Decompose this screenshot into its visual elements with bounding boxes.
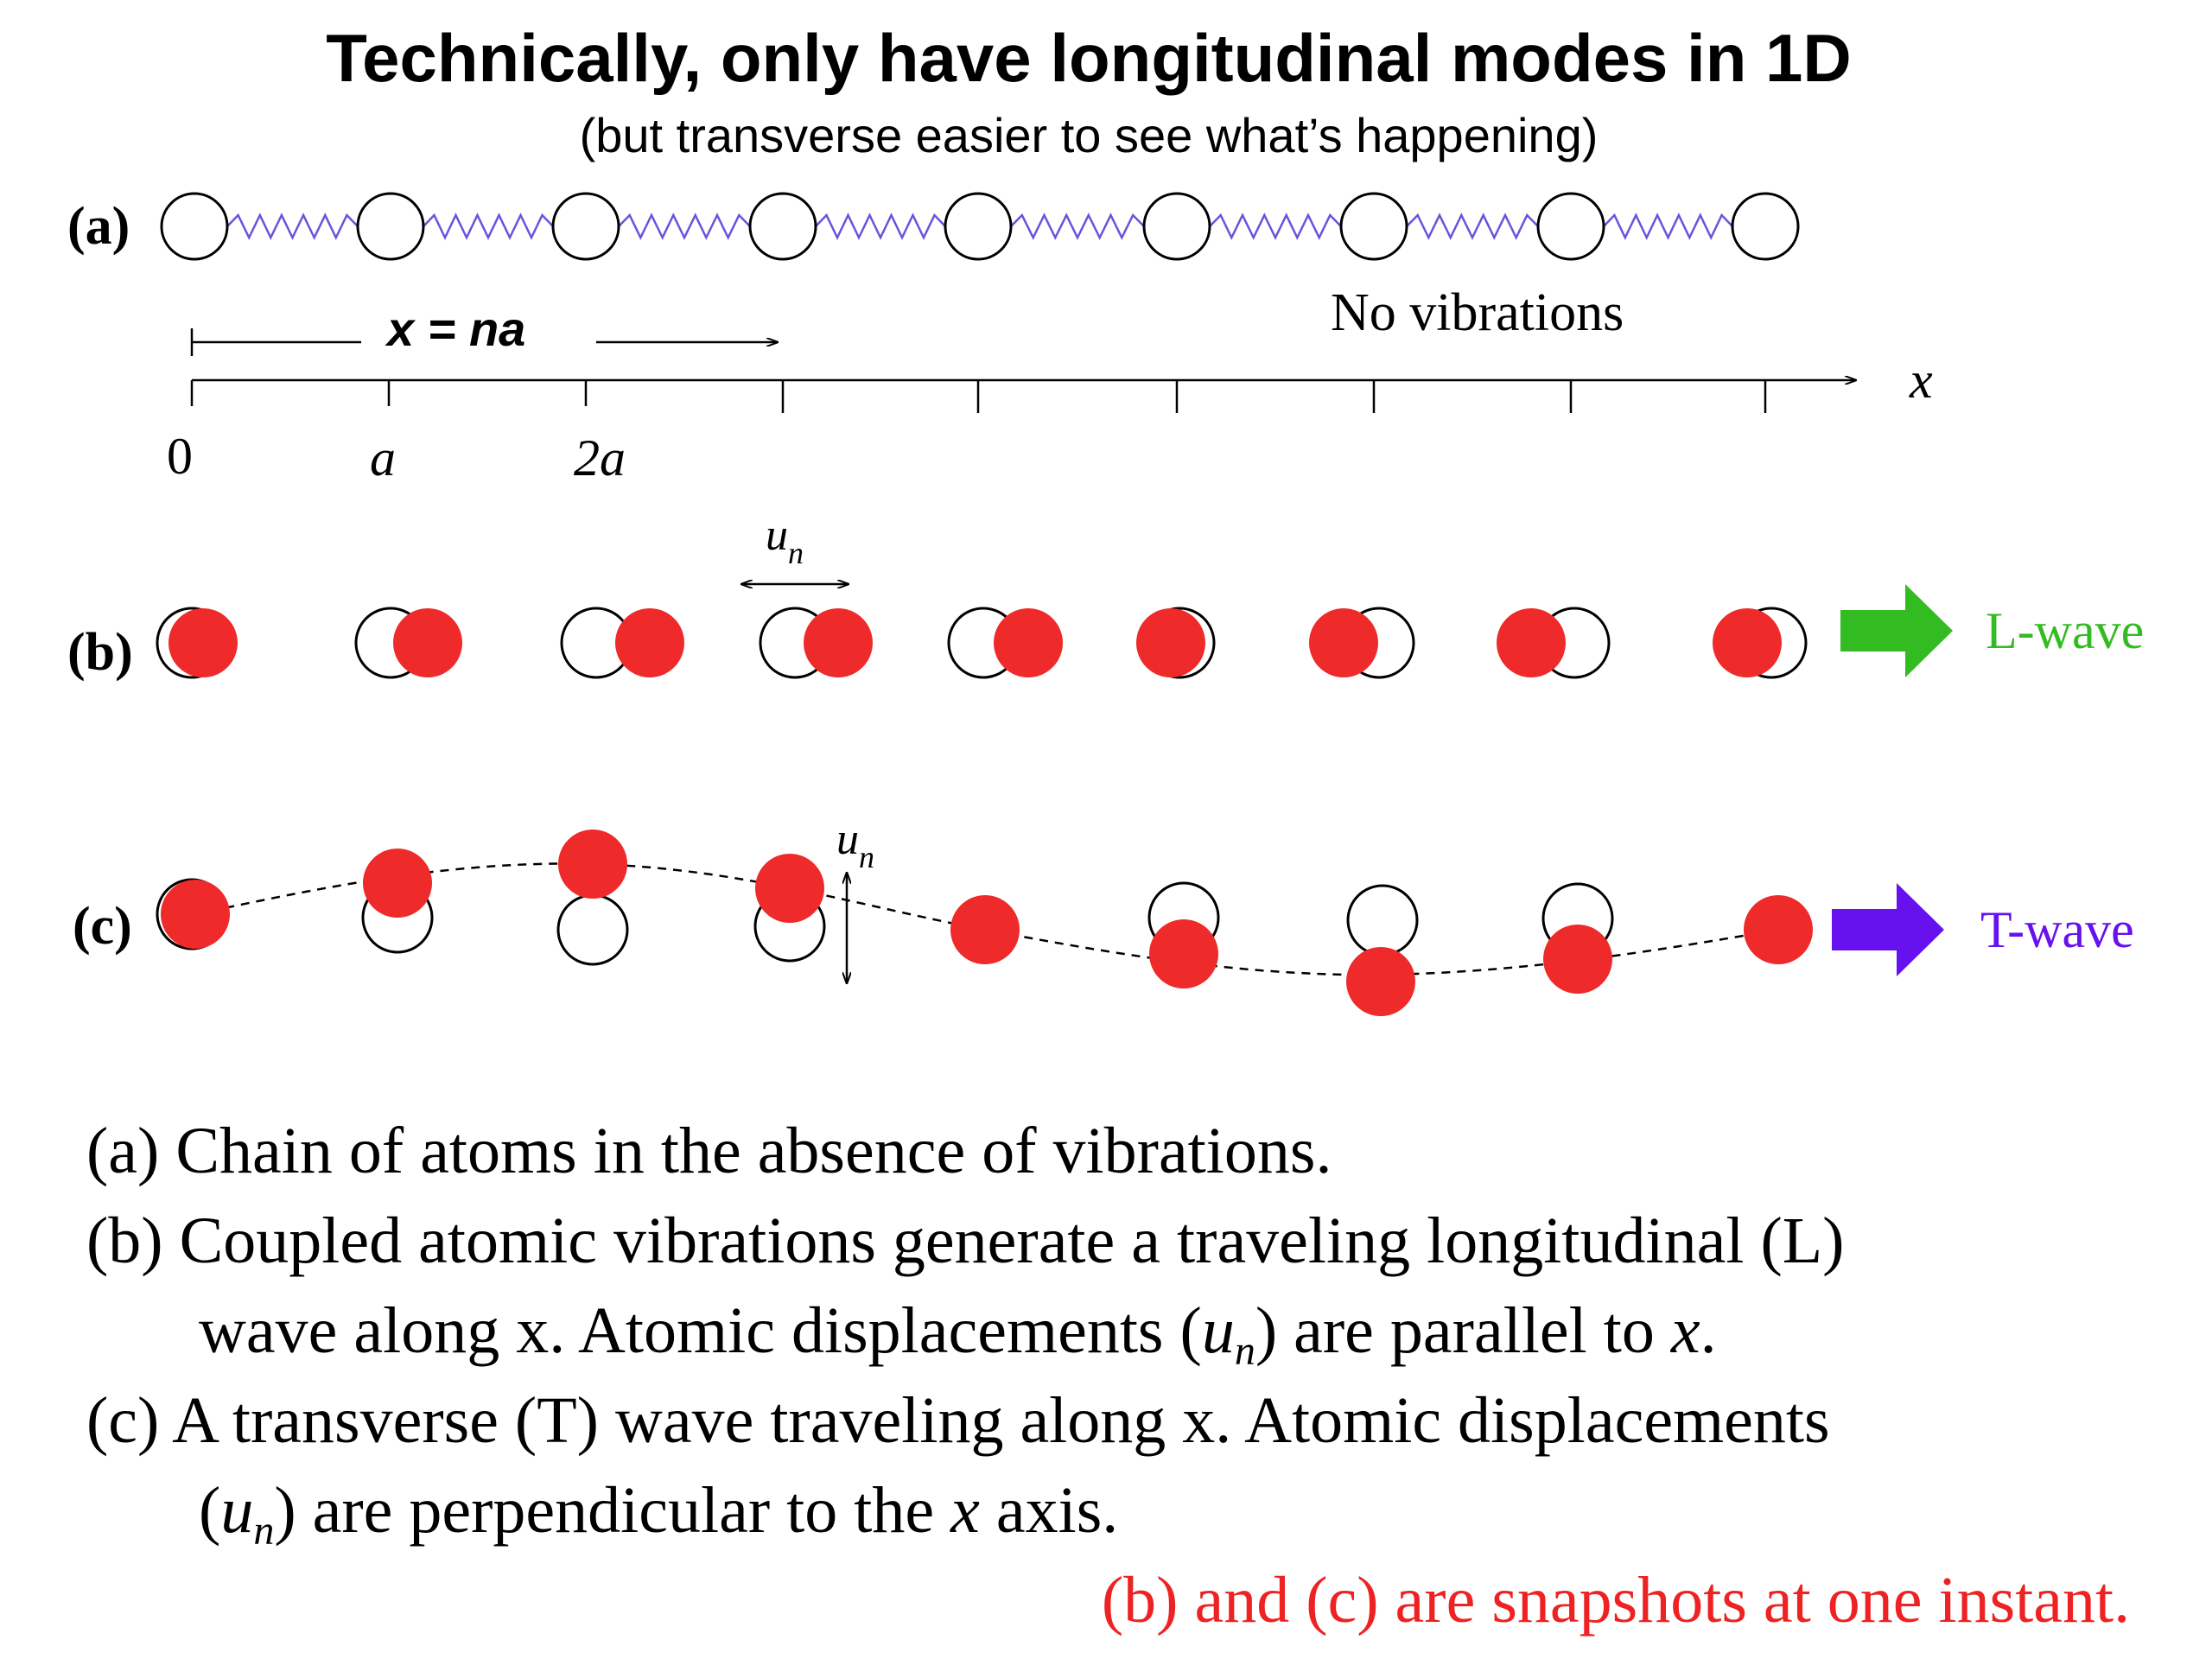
atom-displaced bbox=[558, 830, 627, 899]
atom-displaced bbox=[1346, 947, 1415, 1016]
atom-displaced bbox=[393, 608, 462, 677]
caption-note: (b) and (c) are snapshots at one instant… bbox=[1101, 1564, 2131, 1637]
spring bbox=[423, 213, 554, 240]
atom-equilibrium bbox=[160, 192, 229, 261]
atom-displaced bbox=[1136, 608, 1205, 677]
spring bbox=[1010, 213, 1145, 240]
atom-displaced bbox=[755, 854, 824, 923]
caption-a: (a) Chain of atoms in the absence of vib… bbox=[86, 1115, 1332, 1187]
atom-displaced bbox=[1713, 608, 1782, 677]
b-displacement-label: un bbox=[766, 511, 804, 570]
atom-displaced bbox=[1543, 925, 1612, 994]
atom-displaced bbox=[950, 895, 1020, 964]
position-formula: x = na bbox=[385, 302, 525, 356]
tick-label-2a: 2a bbox=[574, 429, 626, 486]
atom-displaced bbox=[1497, 608, 1566, 677]
tick-label-a: a bbox=[370, 429, 396, 486]
x-axis-label: x bbox=[1909, 352, 1933, 409]
t-wave-arrow-icon bbox=[1832, 883, 1944, 976]
atom-displaced bbox=[615, 608, 684, 677]
atom-equilibrium bbox=[556, 893, 629, 966]
slide-subtitle: (but transverse easier to see what’s hap… bbox=[579, 108, 1599, 162]
c-displacement-label: un bbox=[836, 815, 874, 874]
l-wave-label: L-wave bbox=[1986, 602, 2144, 659]
spring bbox=[1406, 213, 1539, 240]
atom-equilibrium bbox=[1346, 884, 1419, 957]
chain-b bbox=[156, 607, 1808, 679]
caption-c-line2: (un) are perpendicular to the x axis. bbox=[199, 1474, 1119, 1554]
atom-displaced bbox=[1744, 895, 1813, 964]
caption-b-line2: wave along x. Atomic displacements (un) … bbox=[199, 1294, 1717, 1374]
atom-equilibrium bbox=[1142, 192, 1211, 261]
atom-equilibrium bbox=[1731, 192, 1800, 261]
atom-equilibrium bbox=[356, 192, 425, 261]
caption-c-line1: (c) A transverse (T) wave traveling alon… bbox=[86, 1384, 1830, 1457]
spring bbox=[1603, 213, 1733, 240]
spring bbox=[1209, 213, 1342, 240]
caption-b-line1: (b) Coupled atomic vibrations generate a… bbox=[86, 1205, 1845, 1277]
atom-equilibrium bbox=[748, 192, 817, 261]
panel-c-label: (c) bbox=[73, 897, 132, 956]
x-axis-ticks bbox=[190, 380, 1767, 413]
atom-equilibrium bbox=[944, 192, 1013, 261]
atom-displaced bbox=[994, 608, 1063, 677]
atom-displaced bbox=[168, 608, 238, 677]
panel-b-label: (b) bbox=[67, 623, 133, 682]
spring bbox=[226, 213, 359, 240]
atom-displaced bbox=[1149, 919, 1218, 988]
atom-displaced bbox=[363, 849, 432, 918]
atom-displaced bbox=[1309, 608, 1378, 677]
slide-title: Technically, only have longitudinal mode… bbox=[326, 20, 1852, 96]
panel-a-label: (a) bbox=[67, 197, 130, 256]
atom-displaced bbox=[804, 608, 873, 677]
no-vibrations-label: No vibrations bbox=[1331, 283, 1624, 342]
tick-label-0: 0 bbox=[167, 428, 193, 485]
t-wave-label: T-wave bbox=[1980, 901, 2134, 958]
atom-equilibrium bbox=[1536, 192, 1605, 261]
spring bbox=[815, 213, 946, 240]
caption: (a) Chain of atoms in the absence of vib… bbox=[86, 1106, 2160, 1645]
chain-c bbox=[156, 830, 1813, 1016]
atom-equilibrium bbox=[1339, 192, 1408, 261]
l-wave-arrow-icon bbox=[1840, 584, 1953, 677]
spring bbox=[618, 213, 751, 240]
chain-a bbox=[160, 192, 1800, 261]
atom-displaced bbox=[161, 880, 230, 949]
atom-equilibrium bbox=[551, 192, 620, 261]
